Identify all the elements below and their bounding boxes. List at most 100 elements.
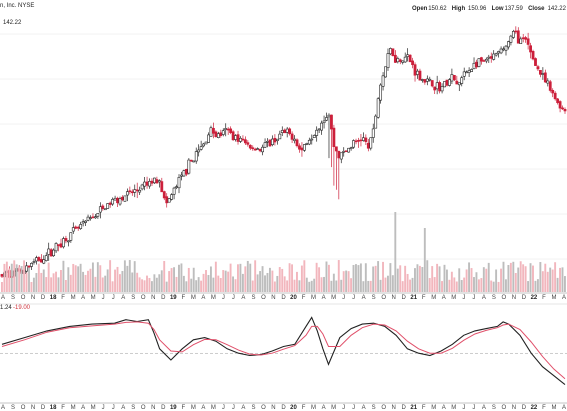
candle xyxy=(216,131,220,139)
volume-bar xyxy=(268,267,271,292)
volume-bar xyxy=(249,263,252,292)
candle xyxy=(121,195,124,202)
volume-bar xyxy=(185,281,188,292)
candle xyxy=(79,221,83,230)
candle xyxy=(150,178,154,186)
candle xyxy=(521,34,525,43)
volume-bar xyxy=(350,278,353,292)
volume-bar xyxy=(396,268,399,292)
volume-bar xyxy=(298,280,301,292)
volume-bar xyxy=(359,263,362,292)
volume-bar xyxy=(401,281,404,292)
month-tick-label: O xyxy=(141,295,146,301)
volume-bar xyxy=(536,279,539,292)
ohlc-label-high: High xyxy=(452,6,466,12)
candle xyxy=(450,68,454,84)
volume-bar xyxy=(170,268,173,292)
volume-bar xyxy=(369,280,372,292)
volume-bar xyxy=(52,273,55,292)
volume-bar xyxy=(497,281,500,292)
candle xyxy=(207,132,210,144)
candle xyxy=(243,136,247,145)
volume-bar xyxy=(241,273,244,292)
volume-bar xyxy=(364,263,367,292)
month-tick-label: M xyxy=(431,405,436,411)
volume-bar xyxy=(450,271,453,292)
candle xyxy=(66,240,70,247)
candle xyxy=(30,262,33,271)
volume-bar xyxy=(205,270,207,292)
month-tick-label: J xyxy=(102,405,105,411)
volume-bar xyxy=(28,267,30,292)
volume-bar xyxy=(123,260,126,292)
volume-bar xyxy=(524,266,527,292)
volume-bar xyxy=(409,279,412,292)
candle xyxy=(460,75,464,87)
candle xyxy=(558,100,562,113)
volume-bar xyxy=(418,265,421,292)
volume-bar xyxy=(288,263,291,292)
volume-bar xyxy=(391,275,394,292)
month-tick-label: M xyxy=(191,295,196,301)
candle xyxy=(421,78,424,83)
volume-bar xyxy=(433,277,436,292)
candle xyxy=(514,26,518,34)
candle xyxy=(499,46,503,55)
volume-bar xyxy=(192,267,195,292)
year-tick-label: 18 xyxy=(50,405,57,411)
volume-bar xyxy=(382,261,384,292)
candle xyxy=(339,152,343,164)
volume-bar xyxy=(286,280,289,292)
volume-bar xyxy=(404,265,407,292)
month-tick-label: A xyxy=(241,295,245,301)
month-tick-label: J xyxy=(352,405,355,411)
candle xyxy=(330,114,333,168)
candle xyxy=(494,52,498,57)
candle xyxy=(288,127,292,136)
volume-bar xyxy=(357,265,360,292)
volume-bar xyxy=(133,261,136,292)
indicator-value-a: 1.24 xyxy=(0,305,12,311)
year-tick-label: 22 xyxy=(531,405,538,411)
candle xyxy=(44,252,48,262)
candle xyxy=(539,69,542,78)
month-tick-label: N xyxy=(151,295,155,301)
candle xyxy=(302,144,306,152)
month-tick-label: O xyxy=(381,295,386,301)
volume-bar xyxy=(490,280,493,292)
candle xyxy=(86,214,90,222)
month-tick-label: N xyxy=(271,405,275,411)
candle xyxy=(123,195,127,202)
volume-bar xyxy=(554,262,557,292)
candle xyxy=(352,139,355,149)
candle xyxy=(497,50,501,58)
candle xyxy=(192,160,196,163)
month-tick-label: J xyxy=(342,405,345,411)
volume-bar xyxy=(237,264,239,292)
volume-bar xyxy=(384,277,387,292)
volume-bar xyxy=(202,273,205,292)
candle xyxy=(212,122,215,139)
volume-bar xyxy=(500,268,502,292)
candle xyxy=(462,67,466,81)
volume-bar xyxy=(190,278,193,292)
volume-bar xyxy=(426,260,429,292)
candle xyxy=(52,248,56,257)
volume-bar xyxy=(141,279,144,292)
candle xyxy=(396,56,400,64)
volume-bar xyxy=(116,266,119,292)
candle xyxy=(411,57,414,69)
candle xyxy=(502,46,505,52)
volume-bar xyxy=(389,263,392,292)
month-tick-label: A xyxy=(81,405,85,411)
candle xyxy=(42,255,46,265)
volume-bar xyxy=(325,261,328,292)
candle xyxy=(298,143,301,153)
candle xyxy=(548,79,552,93)
volume-bar xyxy=(212,277,215,292)
month-tick-label: J xyxy=(112,405,115,411)
volume-bar xyxy=(261,266,264,292)
month-tick-label: D xyxy=(41,295,46,301)
candle xyxy=(408,54,412,63)
candle xyxy=(239,136,242,144)
